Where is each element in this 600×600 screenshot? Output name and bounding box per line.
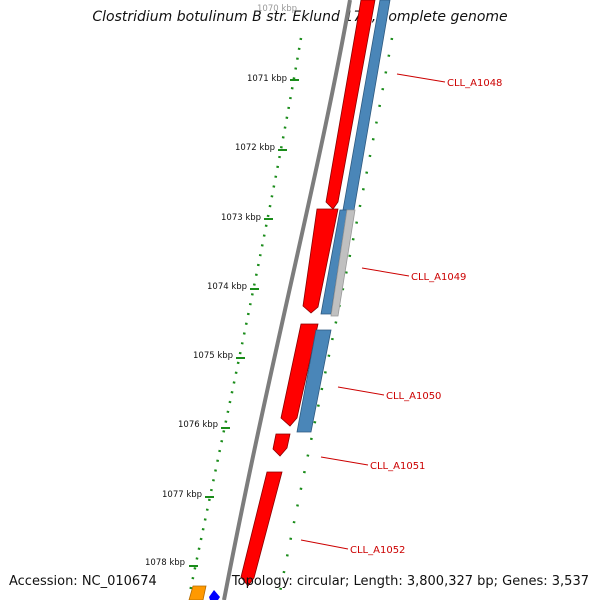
callout-line-cll-a1048: [396, 73, 446, 83]
forward-strand-features: [240, 0, 376, 587]
gene-cll-a1049-feature[interactable]: [302, 208, 339, 314]
blue-feature[interactable]: [209, 590, 220, 600]
accession-text: Accession: NC_010674: [9, 574, 157, 589]
gene-cll-a1050-feature[interactable]: [280, 323, 319, 427]
callout-line-cll-a1050: [337, 386, 385, 396]
gene-label-cll-a1051[interactable]: CLL_A1051: [370, 461, 425, 472]
major-tick-marks: [189, 79, 299, 567]
callout-line-cll-a1052: [300, 539, 349, 550]
gene-label-cll-a1052[interactable]: CLL_A1052: [350, 545, 405, 556]
tick-label-1074: 1074 kbp: [207, 282, 247, 292]
tick-label-1072: 1072 kbp: [235, 143, 275, 153]
other-feature-grey[interactable]: [330, 209, 356, 317]
gene-label-cll-a1049[interactable]: CLL_A1049: [411, 272, 466, 283]
tick-label-1075: 1075 kbp: [193, 351, 233, 361]
genome-summary-text: Topology: circular; Length: 3,800,327 bp…: [231, 574, 589, 589]
reverse-feature-lower[interactable]: [296, 329, 332, 433]
tick-label-1071: 1071 kbp: [247, 74, 287, 84]
backbone-line: [222, 0, 352, 600]
gene-label-cll-a1048[interactable]: CLL_A1048: [447, 78, 502, 89]
tick-label-1077: 1077 kbp: [162, 490, 202, 500]
callout-line-cll-a1049: [361, 267, 410, 277]
gene-cll-a1048-feature[interactable]: [325, 0, 376, 210]
tick-label-1076: 1076 kbp: [178, 420, 218, 430]
gene-labels: CLL_A1048 CLL_A1049 CLL_A1050 CLL_A1051 …: [350, 78, 502, 556]
gene-cll-a1051-feature[interactable]: [272, 433, 291, 457]
tick-label-1073: 1073 kbp: [221, 213, 261, 223]
bottom-features: [188, 585, 220, 600]
tick-label-1070: 1070 kbp: [257, 4, 297, 14]
tick-label-1078: 1078 kbp: [145, 558, 185, 568]
gene-callouts: [300, 73, 446, 550]
orange-feature[interactable]: [188, 585, 207, 600]
callout-line-cll-a1051: [320, 456, 369, 466]
gene-cll-a1052-feature[interactable]: [240, 471, 283, 587]
gene-label-cll-a1050[interactable]: CLL_A1050: [386, 391, 441, 402]
tick-labels: 1070 kbp 1071 kbp 1072 kbp 1073 kbp 1074…: [145, 4, 297, 568]
map-title: Clostridium botulinum B str. Eklund 17B,…: [92, 9, 508, 25]
reverse-strand-features: [296, 0, 391, 433]
